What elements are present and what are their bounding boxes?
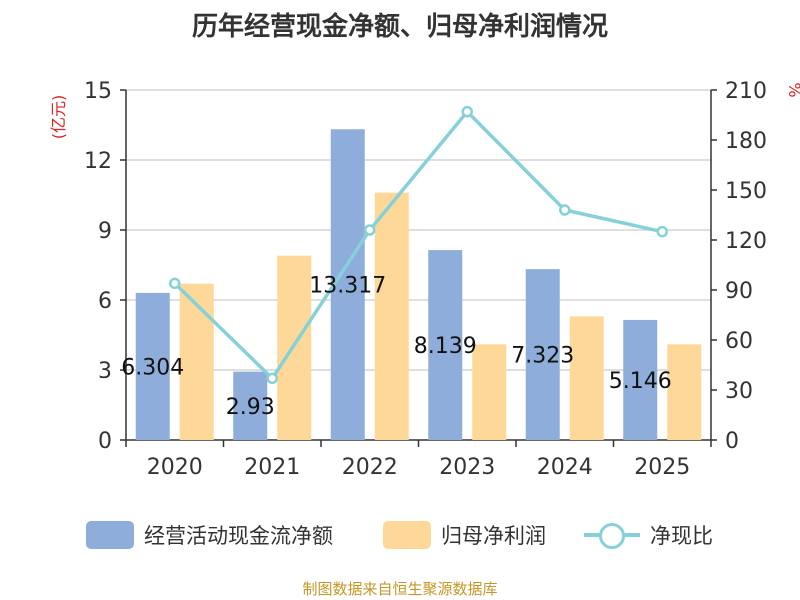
point-ratio bbox=[364, 224, 376, 236]
y-left-tick-label: 12 bbox=[84, 149, 112, 174]
data-label-cash: 8.139 bbox=[414, 334, 477, 359]
point-ratio bbox=[169, 277, 181, 290]
data-label-cash: 6.304 bbox=[121, 355, 184, 380]
x-tick-label: 2022 bbox=[342, 455, 398, 480]
y-right-tick-label: 90 bbox=[725, 279, 753, 304]
bar-cash bbox=[135, 292, 170, 440]
x-tick-label: 2023 bbox=[439, 455, 495, 480]
y-left-tick-label: 6 bbox=[98, 289, 112, 314]
source-note: 制图数据来自恒生聚源数据库 bbox=[302, 580, 498, 598]
y-right-tick-label: 210 bbox=[725, 79, 767, 104]
y-right-tick-label: 120 bbox=[725, 229, 767, 254]
legend-item-cash[interactable]: 经营活动现金流净额 bbox=[86, 517, 333, 553]
point-ratio bbox=[656, 225, 668, 238]
bar-profit bbox=[472, 344, 507, 440]
x-tick-label: 2025 bbox=[634, 455, 690, 480]
line-ratio bbox=[173, 109, 663, 381]
data-label-cash: 2.93 bbox=[226, 395, 275, 420]
legend-swatch-ratio bbox=[584, 521, 640, 549]
point-ratio bbox=[266, 372, 278, 385]
bar-cash bbox=[623, 319, 658, 440]
chart-plot: 036912150306090120150180210(亿元)%20202021… bbox=[49, 79, 800, 480]
legend-label-cash: 经营活动现金流净额 bbox=[144, 524, 333, 548]
data-label-cash: 5.146 bbox=[609, 369, 672, 394]
x-tick-label: 2024 bbox=[537, 455, 593, 480]
x-tick-label: 2020 bbox=[147, 455, 203, 480]
bar-profit bbox=[569, 316, 604, 440]
legend-swatch-profit bbox=[383, 521, 431, 549]
y-right-tick-label: 180 bbox=[725, 129, 767, 154]
bar-profit bbox=[374, 192, 409, 440]
data-label-cash: 13.317 bbox=[309, 274, 386, 299]
legend-swatch-cash bbox=[86, 521, 134, 549]
legend: 经营活动现金流净额 归母净利润 净现比 bbox=[0, 517, 800, 553]
y-left-tick-label: 3 bbox=[98, 359, 112, 384]
point-ratio bbox=[559, 204, 571, 216]
y-left-tick-label: 9 bbox=[98, 219, 112, 244]
y-right-tick-label: 150 bbox=[725, 179, 767, 204]
y-left-axis-label: (亿元) bbox=[49, 95, 68, 140]
y-left-tick-label: 0 bbox=[98, 429, 112, 454]
y-right-tick-label: 30 bbox=[725, 379, 753, 404]
legend-item-ratio[interactable]: 净现比 bbox=[584, 517, 713, 553]
bar-cash bbox=[233, 371, 268, 440]
y-right-axis-label: % bbox=[785, 82, 800, 97]
legend-item-profit[interactable]: 归母净利润 bbox=[383, 517, 546, 553]
bar-cash bbox=[525, 269, 560, 440]
y-left-tick-label: 15 bbox=[84, 79, 112, 104]
x-tick-label: 2021 bbox=[244, 455, 300, 480]
chart-title: 历年经营现金净额、归母净利润情况 bbox=[191, 12, 608, 42]
data-label-cash: 7.323 bbox=[511, 344, 574, 369]
bar-cash bbox=[428, 250, 463, 440]
point-ratio bbox=[461, 105, 473, 118]
legend-label-profit: 归母净利润 bbox=[441, 524, 546, 548]
bar-profit bbox=[179, 283, 214, 440]
bar-profit bbox=[667, 344, 702, 440]
bar-cash bbox=[330, 129, 365, 440]
y-right-tick-label: 60 bbox=[725, 329, 753, 354]
legend-label-ratio: 净现比 bbox=[650, 524, 713, 548]
y-right-tick-label: 0 bbox=[725, 429, 739, 454]
